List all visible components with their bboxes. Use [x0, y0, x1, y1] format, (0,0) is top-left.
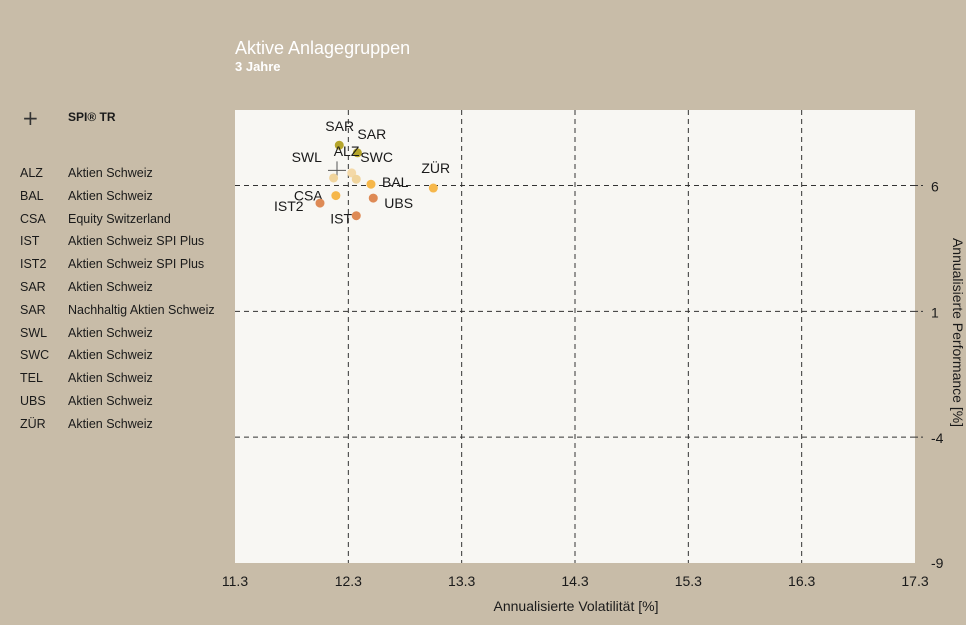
x-tick-label: 14.3: [561, 573, 588, 589]
legend-name: Nachhaltig Aktien Schweiz: [68, 302, 215, 317]
legend-name: Aktien Schweiz: [68, 280, 153, 294]
x-tick-label: 12.3: [335, 573, 362, 589]
legend-name: Equity Switzerland: [68, 211, 171, 226]
y-tick-label: -4: [931, 430, 944, 446]
x-tick-label: 17.3: [901, 573, 928, 589]
legend-code: SWC: [20, 348, 50, 363]
data-point: [329, 173, 339, 183]
legend-name: Aktien Schweiz: [68, 348, 153, 363]
x-tick-label: 16.3: [788, 573, 815, 589]
data-point-label: SWC: [360, 149, 393, 165]
legend-name: Aktien Schweiz: [68, 166, 153, 180]
legend-code: UBS: [20, 394, 46, 408]
data-point-label: UBS: [384, 195, 413, 211]
legend-name: Aktien Schweiz: [68, 371, 153, 386]
x-tick-label: 13.3: [448, 573, 475, 589]
chart-title: Aktive Anlagegruppen: [235, 38, 411, 58]
legend-name: Aktien Schweiz: [68, 394, 153, 408]
chart-subtitle: 3 Jahre: [235, 59, 281, 74]
legend-code: SWL: [20, 325, 48, 340]
data-point: [366, 179, 376, 189]
data-point-label: ZÜR: [421, 159, 450, 176]
data-point: [315, 198, 325, 208]
legend-code: ZÜR: [20, 416, 46, 431]
data-point-label: IST2: [274, 198, 304, 214]
legend-code: IST: [20, 234, 40, 249]
data-point-label: BAL: [382, 174, 409, 190]
data-point: [331, 191, 341, 201]
legend-code: BAL: [20, 188, 44, 203]
data-point: [428, 183, 438, 193]
x-tick-label: 11.3: [222, 573, 248, 589]
data-point: [351, 174, 361, 184]
plus-icon: +: [22, 106, 39, 130]
data-point-label: CSA: [294, 188, 323, 204]
legend-code: SAR: [20, 302, 46, 317]
data-point-label: SAR: [357, 126, 386, 142]
data-point: [352, 148, 362, 158]
x-tick-label: 15.3: [675, 573, 702, 589]
data-point-label: IST: [330, 211, 352, 227]
x-axis-label: Annualisierte Volatilität [%]: [494, 598, 659, 614]
legend-name: Aktien Schweiz: [68, 325, 153, 340]
benchmark-legend-label: SPI® TR: [68, 110, 116, 124]
legend-code: IST2: [20, 257, 47, 272]
legend-name: Aktien Schweiz SPI Plus: [68, 234, 205, 249]
data-point: [368, 193, 378, 203]
y-axis-label: Annualisierte Performance [%]: [950, 238, 966, 427]
legend-name: Aktien Schweiz: [68, 416, 153, 431]
data-point-label: SAR: [325, 118, 354, 134]
legend-code: ALZ: [20, 166, 43, 180]
legend-code: SAR: [20, 280, 46, 294]
y-tick-label: 6: [931, 179, 939, 195]
y-tick-label: 1: [931, 304, 939, 320]
data-point-label: ALZ: [334, 143, 360, 159]
legend-name: Aktien Schweiz SPI Plus: [68, 257, 205, 272]
data-point: [351, 211, 361, 221]
legend-name: Aktien Schweiz: [68, 188, 153, 203]
legend-code: CSA: [20, 211, 46, 226]
legend-code: TEL: [20, 371, 43, 386]
data-point: [334, 140, 344, 150]
data-point-label: SWL: [292, 149, 323, 165]
data-point: [347, 168, 357, 178]
y-tick-label: -9: [931, 555, 944, 571]
